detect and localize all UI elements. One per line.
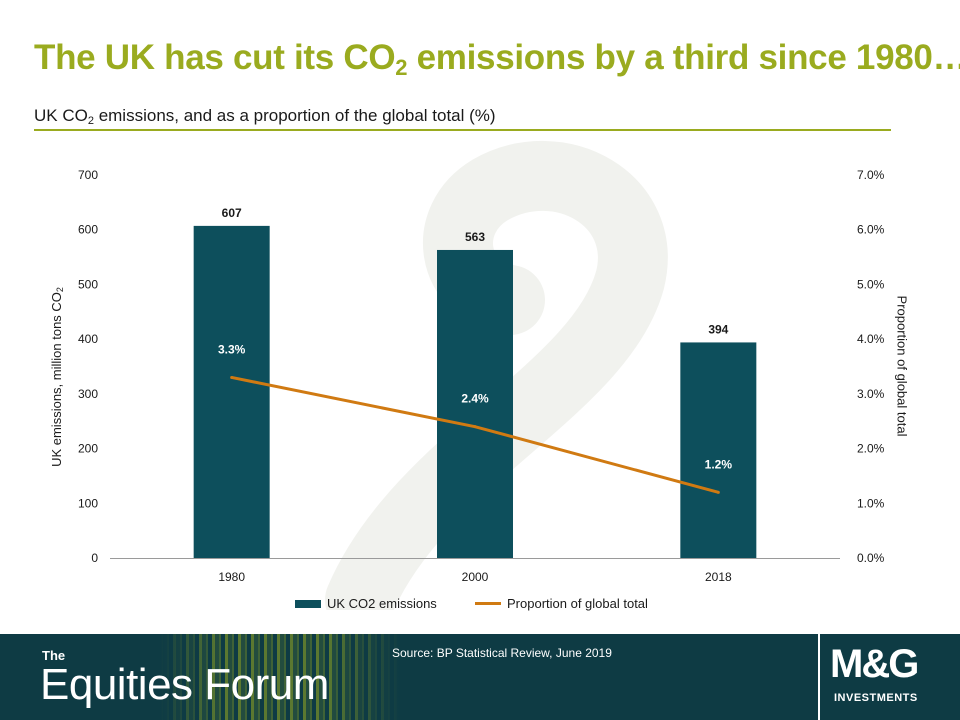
line-value-label: 3.3%	[218, 342, 246, 356]
logo-tagline: INVESTMENTS	[834, 692, 918, 704]
logo-wordmark: M&G	[830, 642, 919, 686]
y-right-tick-label: 7.0%	[857, 168, 885, 182]
combo-chart: 0 100 200 300 400 500 600 700 0.0% 1.0% 2.0% 3.0% 4.…	[78, 168, 885, 584]
footer-stripes-fade	[160, 634, 400, 720]
y-axis-left-label: UK emissions, million tons CO2	[49, 287, 65, 467]
brand-name: Equities Forum	[40, 660, 329, 709]
footer-banner: The Equities Forum Source: BP Statistica…	[0, 634, 960, 720]
chart-legend: UK CO2 emissions Proportion of global to…	[0, 596, 960, 614]
bar-value-label: 607	[222, 206, 242, 220]
footer-divider	[818, 634, 820, 720]
page-title: The UK has cut its CO2 emissions by a th…	[34, 38, 960, 80]
legend-swatch-bar	[295, 599, 321, 608]
y-left-tick-label: 500	[78, 277, 98, 291]
y-left-tick-label: 400	[78, 332, 98, 346]
y-right-tick-label: 4.0%	[857, 332, 885, 346]
y-right-tick-label: 1.0%	[857, 496, 885, 510]
source-note: Source: BP Statistical Review, June 2019	[392, 646, 612, 660]
line-point-1980	[230, 375, 234, 379]
legend-label-proportion: Proportion of global total	[507, 596, 648, 611]
x-tick-label: 2018	[705, 570, 732, 584]
bar-2000	[437, 249, 513, 559]
y-left-tick-label: 100	[78, 496, 98, 510]
y-left-tick-label: 600	[78, 223, 98, 237]
y-right-tick-label: 2.0%	[857, 442, 885, 456]
y-left-tick-label: 0	[91, 551, 98, 565]
bar-value-label: 394	[708, 322, 728, 336]
x-tick-label: 2000	[462, 570, 489, 584]
legend-label-emissions: UK CO2 emissions	[327, 596, 437, 611]
bar-1980	[193, 225, 270, 559]
line-value-label: 1.2%	[705, 457, 733, 471]
y-right-tick-label: 3.0%	[857, 387, 885, 401]
y-left-tick-label: 700	[78, 168, 98, 182]
company-logo: M&G INVESTMENTS	[830, 642, 952, 714]
x-tick-label: 1980	[218, 570, 245, 584]
y-axis-right-label: Proportion of global total	[894, 295, 910, 437]
bar-2018	[680, 342, 757, 558]
legend-swatch-line	[475, 602, 501, 605]
y-right-tick-label: 6.0%	[857, 223, 885, 237]
legend-item-emissions: UK CO2 emissions	[295, 596, 437, 611]
legend-item-proportion: Proportion of global total	[475, 596, 648, 611]
brand-prefix: The	[42, 648, 66, 663]
y-right-tick-label: 5.0%	[857, 277, 885, 291]
y-left-tick-label: 200	[78, 442, 98, 456]
y-right-tick-label: 0.0%	[857, 551, 885, 565]
line-point-2018	[716, 490, 720, 494]
y-left-tick-label: 300	[78, 387, 98, 401]
bar-value-label: 563	[465, 230, 485, 244]
line-value-label: 2.4%	[461, 392, 489, 406]
chart-subtitle: UK CO2 emissions, and as a proportion of…	[34, 106, 496, 127]
line-point-2000	[473, 425, 477, 429]
title-divider	[34, 129, 891, 131]
